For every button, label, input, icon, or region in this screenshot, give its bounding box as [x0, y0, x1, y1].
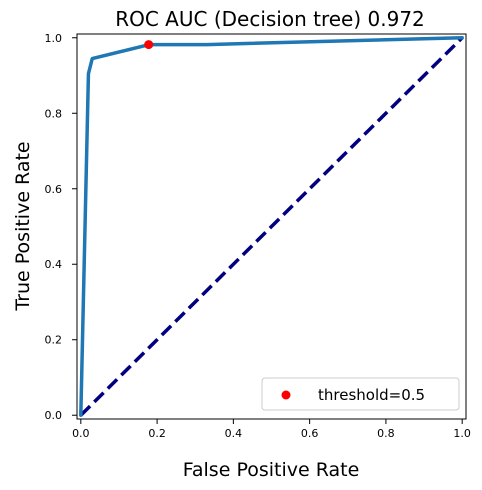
y-tick-label: 0.4 [45, 258, 63, 271]
y-tick-label: 0.6 [45, 183, 63, 196]
legend-box [261, 377, 460, 411]
x-axis: 0.0 0.2 0.4 0.6 0.8 1.0 [72, 419, 471, 440]
legend-label: threshold=0.5 [318, 386, 425, 404]
x-tick-label: 0.6 [301, 427, 319, 440]
x-tick-label: 0.0 [72, 427, 90, 440]
random-baseline-line [79, 36, 464, 417]
x-axis-label: False Positive Rate [183, 459, 360, 481]
y-tick-label: 0.8 [45, 107, 63, 120]
y-tick-label: 0.2 [45, 334, 63, 347]
x-tick-label: 0.2 [148, 427, 166, 440]
chart-title: ROC AUC (Decision tree) 0.972 [115, 7, 425, 31]
threshold-point [144, 40, 154, 50]
legend-marker [281, 390, 291, 400]
y-tick-label: 1.0 [45, 32, 63, 45]
x-tick-label: 0.8 [377, 427, 395, 440]
roc-curve-line [79, 36, 464, 417]
y-axis-label: True Positive Rate [12, 141, 34, 311]
y-tick-label: 0.0 [45, 409, 63, 422]
y-axis: 0.0 0.2 0.4 0.6 0.8 1.0 [45, 32, 77, 422]
plot-frame [76, 33, 467, 420]
plot-area [79, 36, 464, 417]
x-tick-label: 0.4 [225, 427, 243, 440]
x-tick-label: 1.0 [453, 427, 471, 440]
legend: threshold=0.5 [261, 377, 460, 411]
